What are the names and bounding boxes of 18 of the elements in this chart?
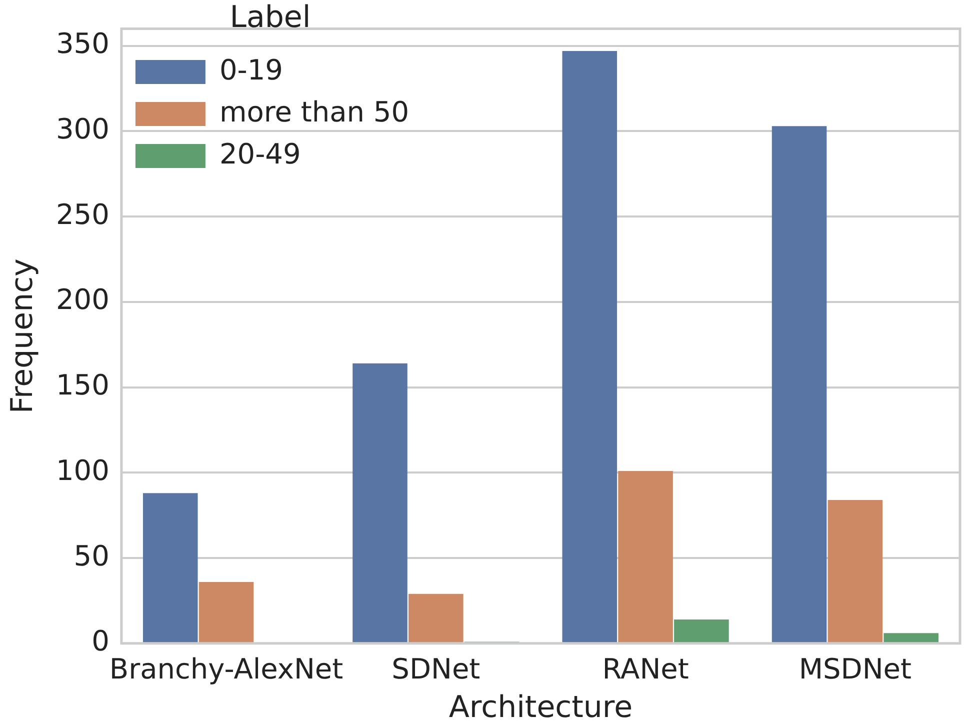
x-tick-label: SDNet bbox=[392, 652, 480, 686]
y-axis-title: Frequency bbox=[4, 258, 40, 414]
y-tick-label: 0 bbox=[92, 624, 110, 658]
y-tick-label: 200 bbox=[56, 283, 110, 316]
y-tick-label: 350 bbox=[56, 27, 110, 60]
x-tick-label: RANet bbox=[602, 652, 689, 686]
x-tick-label: Branchy-AlexNet bbox=[109, 652, 344, 686]
legend-label: more than 50 bbox=[219, 95, 410, 128]
y-tick-label: 150 bbox=[56, 368, 110, 402]
legend-label: 0-19 bbox=[219, 53, 283, 86]
x-axis-title: Architecture bbox=[448, 690, 633, 725]
y-tick-label: 50 bbox=[74, 539, 110, 572]
y-tick-label: 300 bbox=[56, 112, 110, 146]
legend-label: 20-49 bbox=[219, 137, 301, 170]
x-tick-label: MSDNet bbox=[798, 652, 912, 686]
legend-title: Label bbox=[230, 0, 311, 35]
y-tick-label: 100 bbox=[56, 454, 110, 487]
y-tick-label: 250 bbox=[56, 198, 110, 231]
